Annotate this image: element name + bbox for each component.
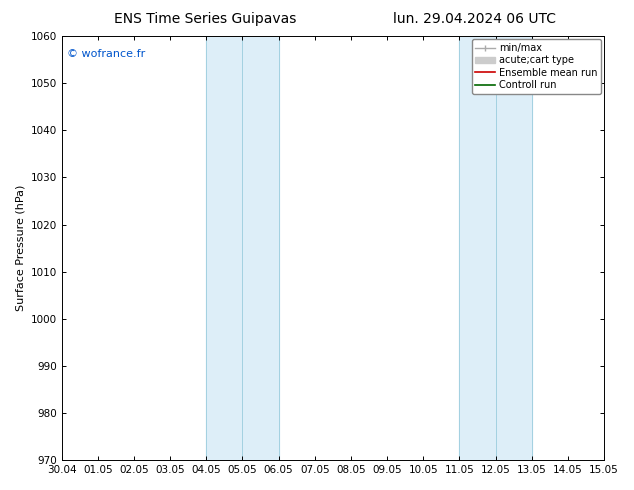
Legend: min/max, acute;cart type, Ensemble mean run, Controll run: min/max, acute;cart type, Ensemble mean … xyxy=(472,39,601,94)
Bar xyxy=(460,36,532,460)
Text: ENS Time Series Guipavas: ENS Time Series Guipavas xyxy=(114,12,297,26)
Text: © wofrance.fr: © wofrance.fr xyxy=(67,49,145,59)
Text: lun. 29.04.2024 06 UTC: lun. 29.04.2024 06 UTC xyxy=(393,12,556,26)
Bar xyxy=(206,36,279,460)
Y-axis label: Surface Pressure (hPa): Surface Pressure (hPa) xyxy=(15,185,25,311)
